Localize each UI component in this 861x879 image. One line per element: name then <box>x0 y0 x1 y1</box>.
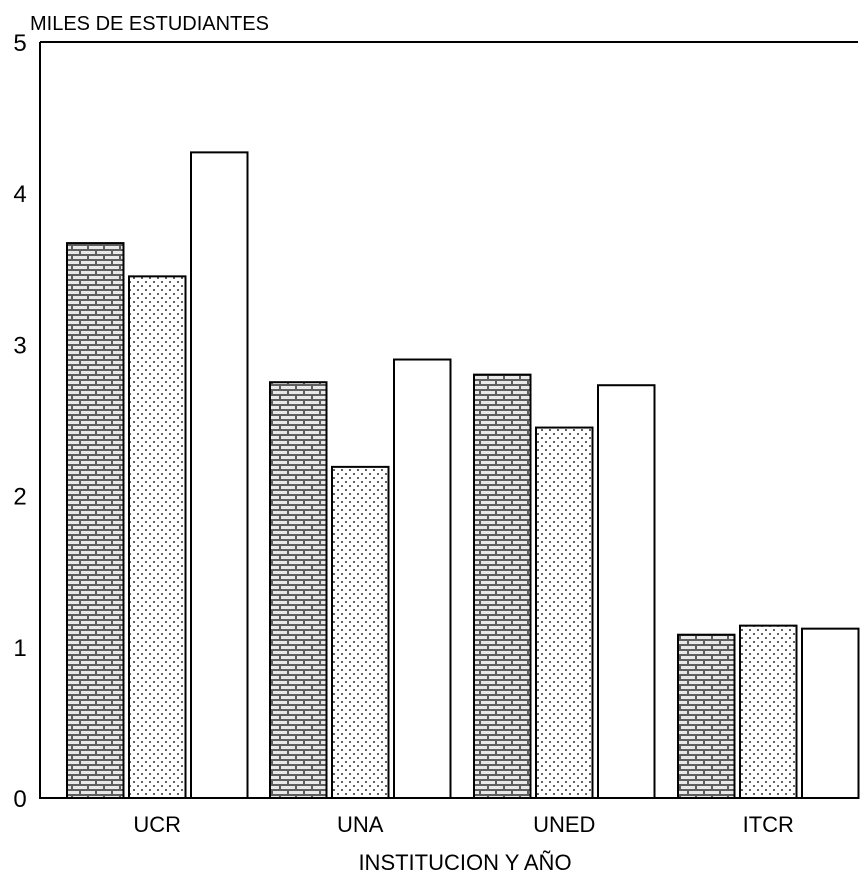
y-tick-label: 0 <box>13 786 26 813</box>
bar <box>597 384 656 799</box>
category-label: UCR <box>133 812 181 837</box>
bar <box>331 465 390 799</box>
x-axis-label: INSTITUCION Y AÑO <box>358 850 571 875</box>
bar <box>66 242 125 799</box>
bar <box>269 381 328 799</box>
y-tick-label: 5 <box>13 30 26 57</box>
y-ticks: 0 1 2 3 4 5 <box>13 30 26 813</box>
y-tick-label: 3 <box>13 332 26 359</box>
y-tick-label: 1 <box>13 635 26 662</box>
bar <box>128 275 187 799</box>
category-label: UNED <box>533 812 595 837</box>
bar <box>393 358 452 799</box>
bar <box>677 633 736 799</box>
bar <box>190 151 249 800</box>
y-axis-label: MILES DE ESTUDIANTES <box>30 13 269 35</box>
y-tick-label: 4 <box>13 181 26 208</box>
bars <box>66 151 860 800</box>
y-tick-label: 2 <box>13 484 26 511</box>
bar <box>739 624 798 800</box>
category-label: UNA <box>337 812 384 837</box>
bar <box>473 373 532 799</box>
bar <box>801 627 860 799</box>
category-labels: UCR UNA UNED ITCR <box>133 812 794 837</box>
category-label: ITCR <box>743 812 794 837</box>
plot-frame <box>39 41 858 799</box>
bar <box>535 426 594 799</box>
